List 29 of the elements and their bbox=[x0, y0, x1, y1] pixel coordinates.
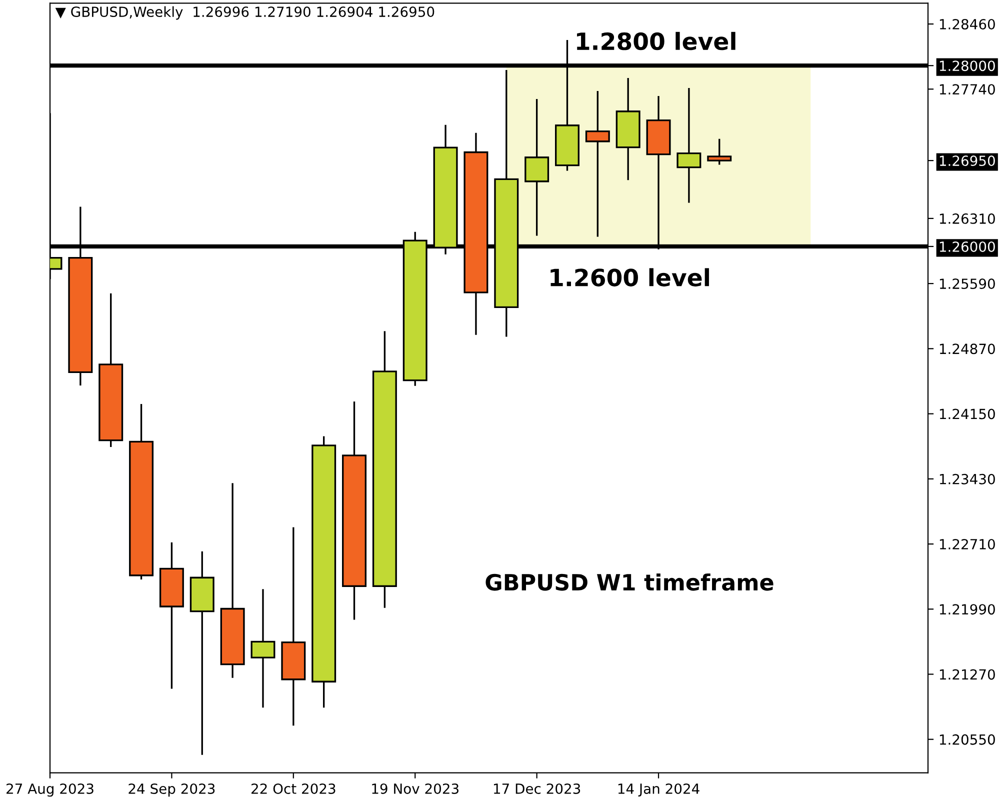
y-tick-label: 1.26000 bbox=[940, 241, 995, 252]
y-tick-label: 1.21990 bbox=[940, 604, 995, 615]
x-tick-label: 17 Dec 2023 bbox=[494, 783, 580, 794]
candlestick bbox=[250, 588, 276, 708]
x-tick-label: 19 Nov 2023 bbox=[372, 783, 458, 794]
y-tick-label: 1.21270 bbox=[940, 669, 995, 680]
chart-title: ▼ GBPUSD,Weekly 1.26996 1.27190 1.26904 1.26950 bbox=[55, 6, 434, 20]
x-tick-label: 24 Sep 2023 bbox=[128, 783, 215, 797]
candlestick bbox=[524, 98, 550, 237]
ref-line-label: 1.2600 level bbox=[550, 268, 709, 286]
y-tick-label: 1.28460 bbox=[940, 18, 995, 30]
x-tick-label: 14 Jan 2024 bbox=[618, 783, 700, 797]
x-tick-label: 27 Aug 2023 bbox=[6, 783, 94, 797]
y-tick-label: 1.25590 bbox=[940, 278, 995, 290]
ref-line-label: 1.2800 level bbox=[577, 32, 736, 50]
annotation: GBPUSD W1 timeframe bbox=[486, 573, 774, 591]
y-tick-label: 1.24870 bbox=[940, 344, 995, 354]
y-tick-label: 1.24150 bbox=[940, 408, 995, 420]
candlestick bbox=[707, 138, 732, 166]
y-tick-label: 1.23430 bbox=[940, 474, 995, 484]
y-tick-label: 1.26950 bbox=[940, 156, 995, 166]
y-tick-label: 1.27740 bbox=[940, 84, 995, 95]
candlestick bbox=[676, 87, 702, 204]
y-tick-label: 1.28000 bbox=[940, 60, 995, 72]
candlestick bbox=[585, 90, 610, 238]
y-tick-label: 1.20550 bbox=[940, 734, 995, 745]
x-tick-label: 22 Oct 2023 bbox=[251, 783, 336, 794]
y-tick-label: 1.26310 bbox=[940, 213, 995, 224]
y-tick-label: 1.22710 bbox=[940, 538, 995, 550]
